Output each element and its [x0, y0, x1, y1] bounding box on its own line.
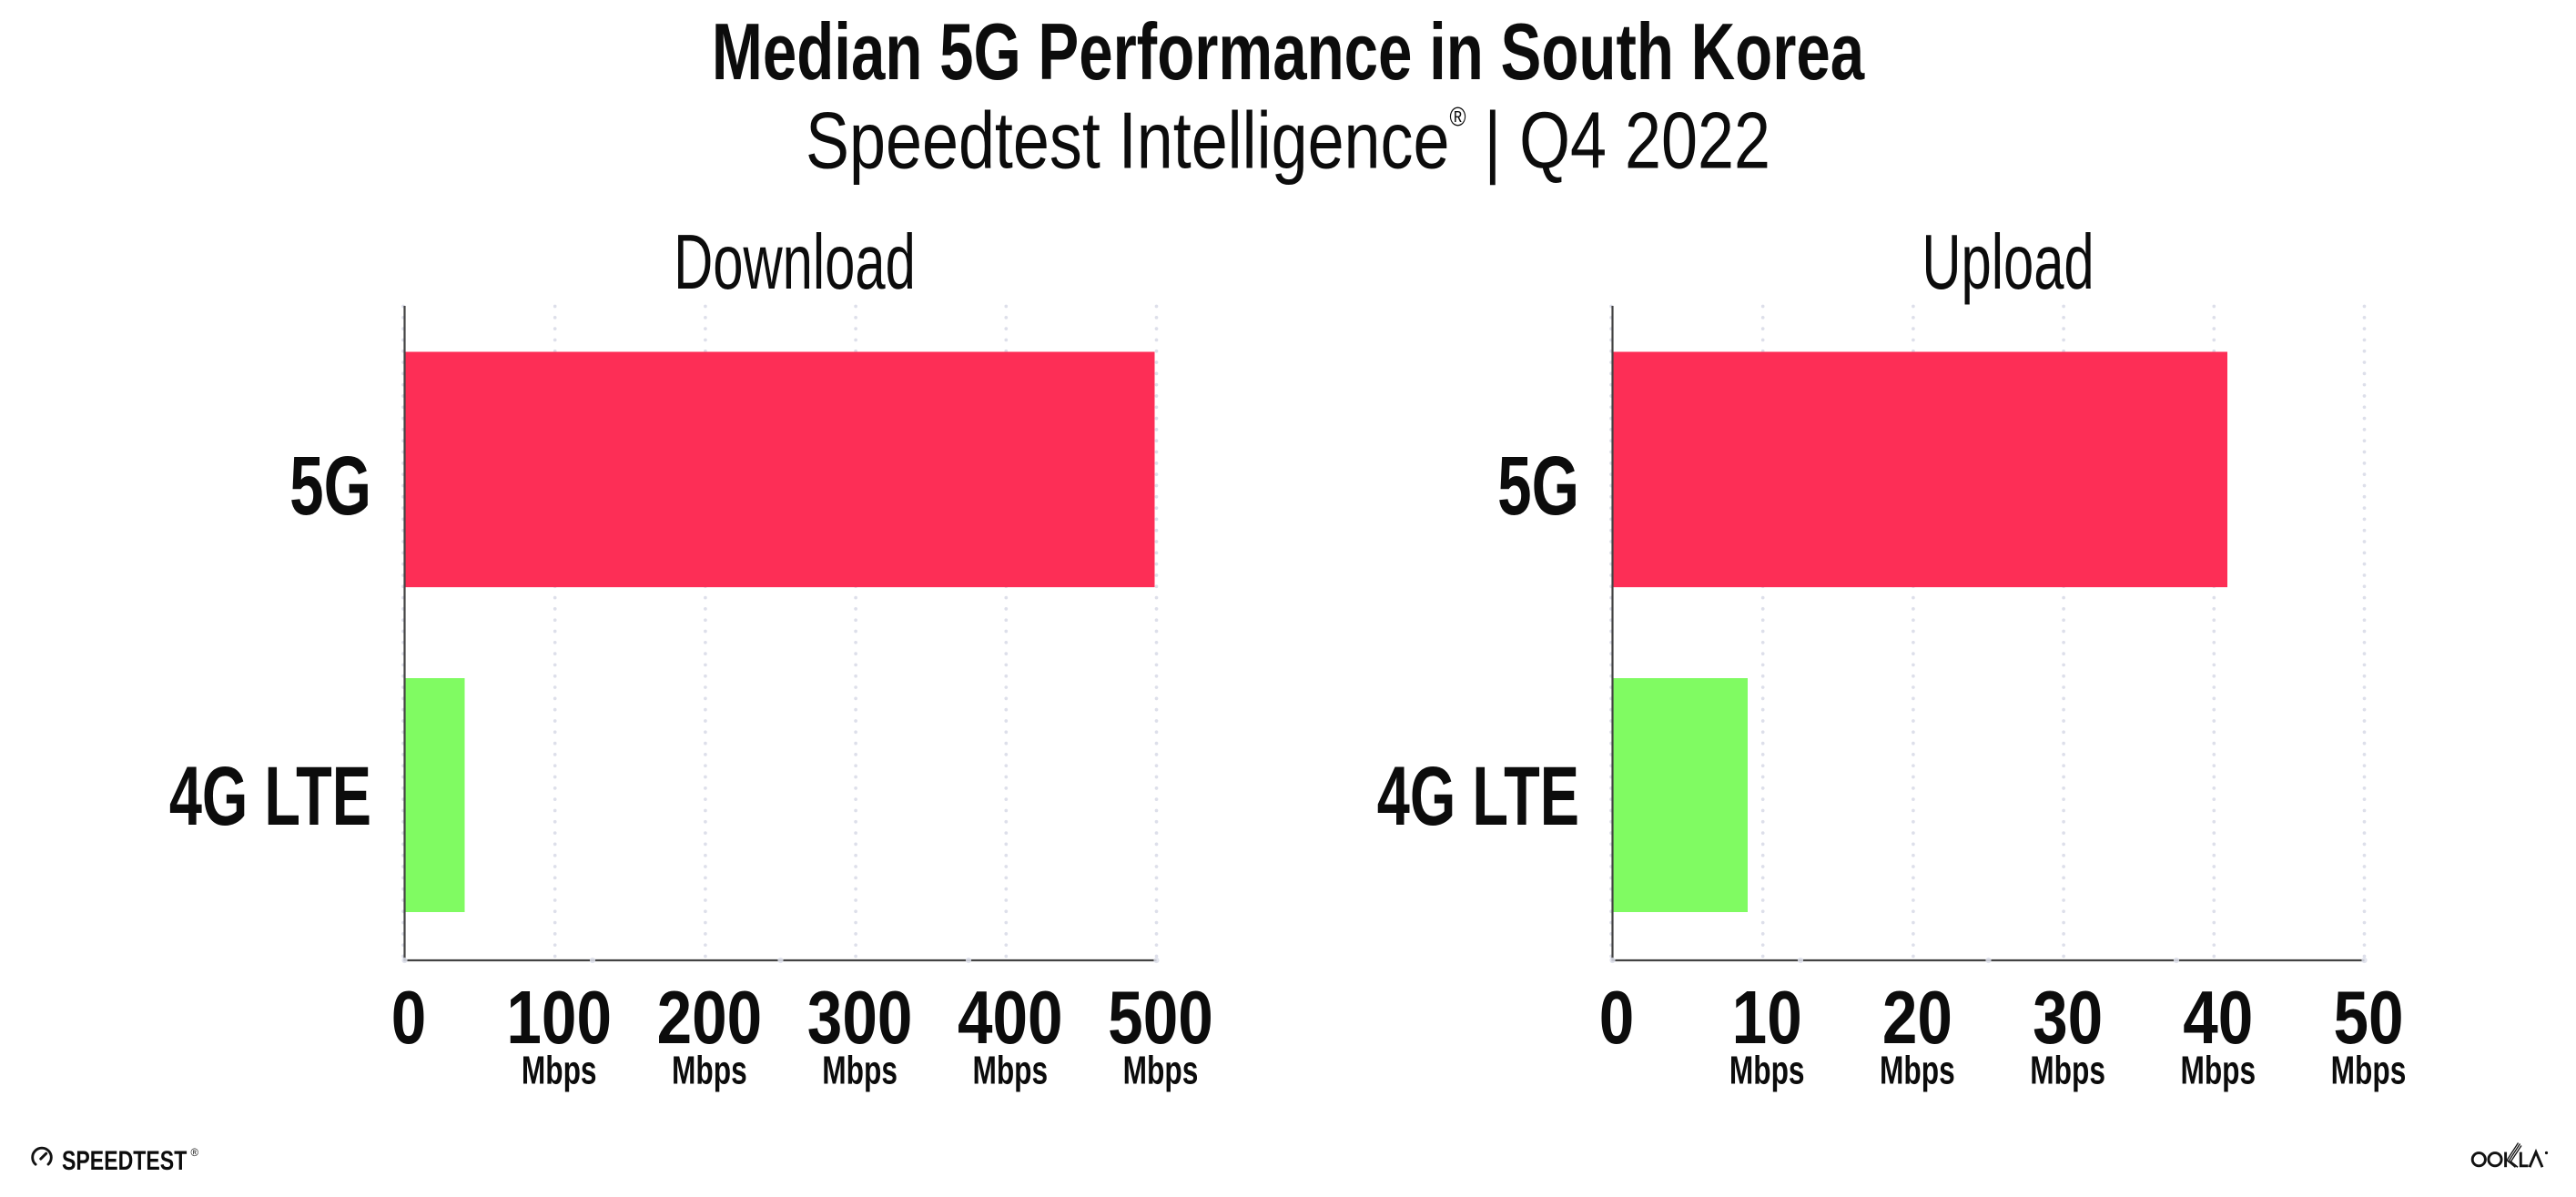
- svg-text:Mbps: Mbps: [1123, 1048, 1199, 1092]
- svg-text:Mbps: Mbps: [822, 1048, 898, 1092]
- svg-text:Download: Download: [674, 218, 916, 305]
- svg-text:Mbps: Mbps: [522, 1048, 597, 1092]
- svg-text:5G: 5G: [289, 440, 371, 533]
- svg-text:200: 200: [657, 976, 763, 1060]
- svg-text:4G LTE: 4G LTE: [1377, 749, 1579, 843]
- svg-text:Mbps: Mbps: [1729, 1048, 1805, 1092]
- svg-text:500: 500: [1108, 976, 1213, 1060]
- svg-text:400: 400: [958, 976, 1063, 1060]
- svg-text:50: 50: [2333, 976, 2403, 1060]
- svg-text:20: 20: [1882, 976, 1952, 1060]
- svg-text:10: 10: [1732, 976, 1802, 1060]
- svg-text:Mbps: Mbps: [2331, 1048, 2407, 1092]
- svg-text:Mbps: Mbps: [1880, 1048, 1955, 1092]
- svg-text:Median 5G Performance in South: Median 5G Performance in South Korea: [712, 6, 1866, 96]
- svg-text:Upload: Upload: [1922, 218, 2094, 305]
- svg-text:0: 0: [1599, 976, 1635, 1060]
- svg-text:5G: 5G: [1497, 440, 1579, 533]
- svg-text:100: 100: [506, 976, 612, 1060]
- svg-text:40: 40: [2183, 976, 2253, 1060]
- svg-text:4G LTE: 4G LTE: [169, 749, 371, 843]
- svg-text:Mbps: Mbps: [972, 1048, 1048, 1092]
- svg-text:Mbps: Mbps: [2180, 1048, 2256, 1092]
- svg-text:0: 0: [391, 976, 427, 1060]
- svg-text:Speedtest Intelligence® | Q4 2: Speedtest Intelligence® | Q4 2022: [806, 96, 1770, 187]
- svg-text:®: ®: [191, 1148, 199, 1159]
- svg-text:300: 300: [807, 976, 913, 1060]
- svg-text:Mbps: Mbps: [2030, 1048, 2105, 1092]
- svg-text:Mbps: Mbps: [672, 1048, 747, 1092]
- svg-text:30: 30: [2033, 976, 2103, 1060]
- svg-text:SPEEDTEST: SPEEDTEST: [62, 1145, 188, 1176]
